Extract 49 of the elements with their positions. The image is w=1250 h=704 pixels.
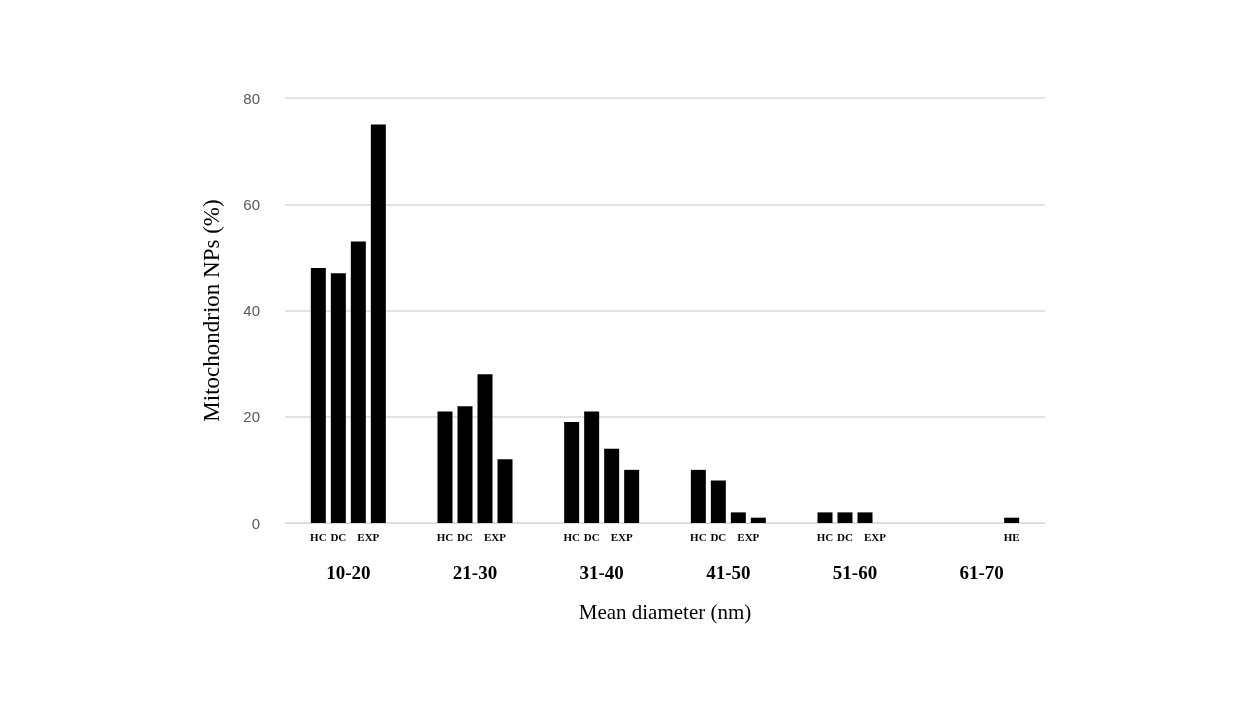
text: HC [436,530,454,543]
text: EXP [737,530,760,543]
bar [584,411,600,523]
x-tick-label: 31-40 [579,562,624,583]
y-tick-label: 80 [243,89,260,107]
text: HC [816,530,834,543]
text: EXP [864,530,886,543]
y-tick-label: 20 [243,408,260,426]
bar [710,480,726,523]
bar [730,512,746,523]
bar [690,469,706,523]
text: DC [710,530,727,543]
text: EXP [484,530,506,543]
bar [1004,517,1020,523]
y-axis-title: Mitochondrion NPs (%) [199,199,224,422]
x-axis-title: Mean diameter (nm) [578,599,752,624]
bar [837,512,853,523]
bar [497,459,513,523]
bar [477,374,493,523]
bar [350,241,366,523]
y-tick-label: 60 [243,195,260,213]
y-tick-label: 0 [251,514,260,532]
bar [310,268,326,523]
y-tick-label: 40 [243,302,260,319]
series-label: DC [330,530,347,543]
bar [817,512,833,523]
bar [604,448,620,523]
bar [330,273,346,523]
bar [624,469,640,523]
text: DC [457,530,473,543]
x-tick-label: 21-30 [452,562,498,583]
bar [857,512,873,523]
x-tick-label: 61-70 [959,562,1004,583]
series-label: EXP [357,530,380,543]
bar [437,411,453,523]
text: EXP [610,530,633,543]
text: HC [690,530,707,543]
x-tick-label: 41-50 [706,562,751,583]
text: HE [1003,530,1020,543]
x-tick-label: 51-60 [832,562,878,583]
x-tick-label: 10-20 [326,562,371,583]
text: DC [837,530,853,543]
bar [370,124,386,523]
text: HC [563,530,580,543]
bar [457,406,473,523]
bar [750,517,766,523]
text: DC [583,530,600,543]
series-label: HC [310,530,327,543]
bar [564,422,580,523]
